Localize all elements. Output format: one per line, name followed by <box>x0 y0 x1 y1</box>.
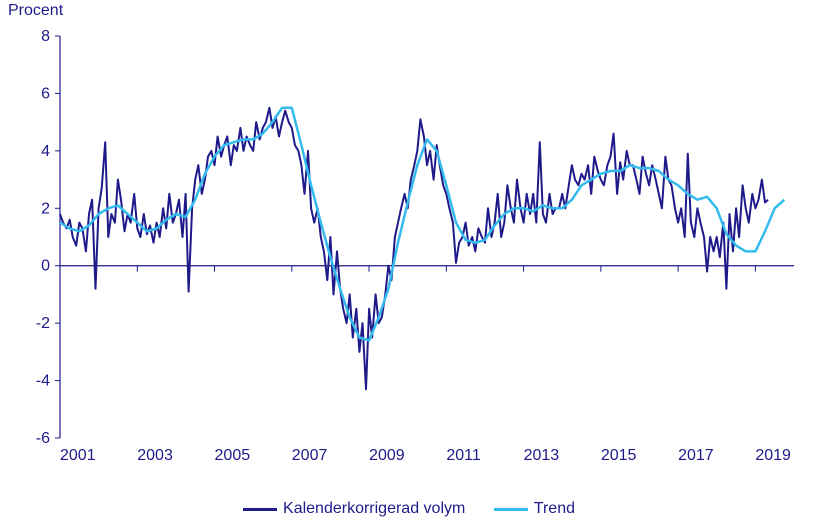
svg-text:-6: -6 <box>36 430 50 447</box>
svg-text:2009: 2009 <box>369 447 405 464</box>
legend-label-trend: Trend <box>534 500 575 518</box>
svg-text:2015: 2015 <box>601 447 637 464</box>
plot-area: -6-4-20246820012003200520072009201120132… <box>52 28 802 468</box>
svg-text:-4: -4 <box>36 373 50 390</box>
svg-text:2003: 2003 <box>137 447 173 464</box>
svg-text:4: 4 <box>41 143 50 160</box>
legend: Kalenderkorrigerad volym Trend <box>0 498 818 519</box>
svg-text:2017: 2017 <box>678 447 714 464</box>
svg-text:8: 8 <box>41 28 50 45</box>
svg-text:2007: 2007 <box>292 447 328 464</box>
legend-label-volym: Kalenderkorrigerad volym <box>283 500 465 518</box>
y-axis-title: Procent <box>8 2 63 20</box>
legend-swatch-trend <box>494 508 528 511</box>
svg-text:2001: 2001 <box>60 447 96 464</box>
svg-text:6: 6 <box>41 85 50 102</box>
svg-text:2013: 2013 <box>524 447 560 464</box>
svg-text:0: 0 <box>41 258 50 275</box>
svg-text:-2: -2 <box>36 315 50 332</box>
svg-text:2005: 2005 <box>215 447 251 464</box>
svg-text:2011: 2011 <box>446 447 481 464</box>
legend-item-trend: Trend <box>494 500 575 518</box>
legend-swatch-volym <box>243 508 277 511</box>
legend-item-volym: Kalenderkorrigerad volym <box>243 500 465 518</box>
chart-svg: -6-4-20246820012003200520072009201120132… <box>52 28 802 468</box>
svg-text:2019: 2019 <box>755 447 791 464</box>
svg-text:2: 2 <box>41 200 50 217</box>
line-chart: Procent -6 -4 -2 0 2 4 6 8 2001 2003 2005 2007 2009 2… <box>0 0 818 522</box>
